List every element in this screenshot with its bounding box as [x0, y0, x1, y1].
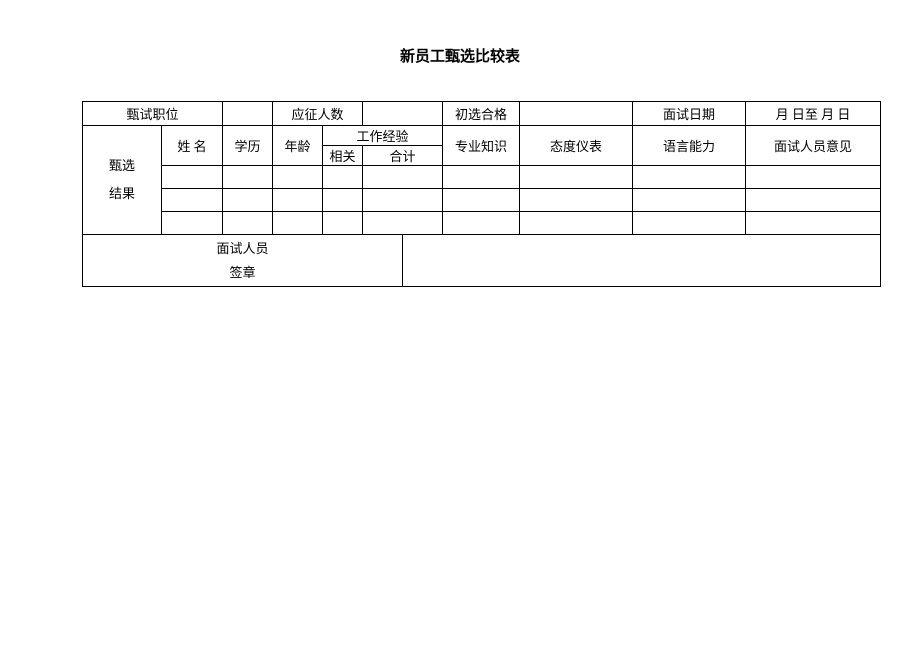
cell-opinion — [746, 189, 881, 212]
experience-header: 工作经验 — [323, 126, 443, 146]
name-header: 姓 名 — [162, 126, 223, 166]
cell-name — [162, 189, 223, 212]
cell-attitude — [520, 166, 633, 189]
language-header: 语言能力 — [633, 126, 746, 166]
qualified-value — [520, 102, 633, 126]
cell-professional — [443, 166, 520, 189]
applicants-label: 应征人数 — [273, 102, 363, 126]
cell-language — [633, 212, 746, 235]
cell-professional — [443, 189, 520, 212]
attitude-header: 态度仪表 — [520, 126, 633, 166]
cell-opinion — [746, 166, 881, 189]
info-row: 甄试职位 应征人数 初选合格 面试日期 月 日至 月 日 — [83, 102, 881, 126]
position-label: 甄试职位 — [83, 102, 223, 126]
exp-total-header: 合计 — [363, 146, 443, 166]
cell-attitude — [520, 189, 633, 212]
cell-attitude — [520, 212, 633, 235]
date-label: 面试日期 — [633, 102, 746, 126]
cell-exp-total — [363, 166, 443, 189]
cell-name — [162, 166, 223, 189]
signature-row: 面试人员 签章 — [83, 235, 881, 287]
sign-line2: 签章 — [229, 265, 255, 280]
cell-education — [223, 166, 273, 189]
qualified-label: 初选合格 — [443, 102, 520, 126]
table-row — [83, 212, 881, 235]
cell-exp-related — [323, 189, 363, 212]
interviewer-sign-value — [403, 235, 881, 287]
column-header-row-1: 甄选 结果 姓 名 学历 年龄 工作经验 专业知识 态度仪表 语言能力 面试人员… — [83, 126, 881, 146]
cell-language — [633, 166, 746, 189]
selection-result-line2: 结果 — [109, 186, 135, 201]
date-value: 月 日至 月 日 — [746, 102, 881, 126]
selection-result-line1: 甄选 — [109, 158, 135, 173]
table-row — [83, 166, 881, 189]
age-header: 年龄 — [273, 126, 323, 166]
cell-education — [223, 189, 273, 212]
professional-header: 专业知识 — [443, 126, 520, 166]
selection-result-header: 甄选 结果 — [83, 126, 162, 235]
sign-line1: 面试人员 — [216, 241, 268, 256]
applicants-value — [363, 102, 443, 126]
education-header: 学历 — [223, 126, 273, 166]
cell-exp-total — [363, 212, 443, 235]
page-title: 新员工甄选比较表 — [0, 0, 920, 101]
cell-age — [273, 166, 323, 189]
cell-exp-related — [323, 212, 363, 235]
cell-exp-related — [323, 166, 363, 189]
cell-education — [223, 212, 273, 235]
cell-language — [633, 189, 746, 212]
opinion-header: 面试人员意见 — [746, 126, 881, 166]
interviewer-sign-label: 面试人员 签章 — [83, 235, 403, 287]
cell-professional — [443, 212, 520, 235]
cell-exp-total — [363, 189, 443, 212]
cell-opinion — [746, 212, 881, 235]
exp-related-header: 相关 — [323, 146, 363, 166]
cell-name — [162, 212, 223, 235]
selection-comparison-table: 甄试职位 应征人数 初选合格 面试日期 月 日至 月 日 甄选 结果 姓 名 学… — [82, 101, 881, 287]
table-row — [83, 189, 881, 212]
cell-age — [273, 189, 323, 212]
cell-age — [273, 212, 323, 235]
position-value — [223, 102, 273, 126]
